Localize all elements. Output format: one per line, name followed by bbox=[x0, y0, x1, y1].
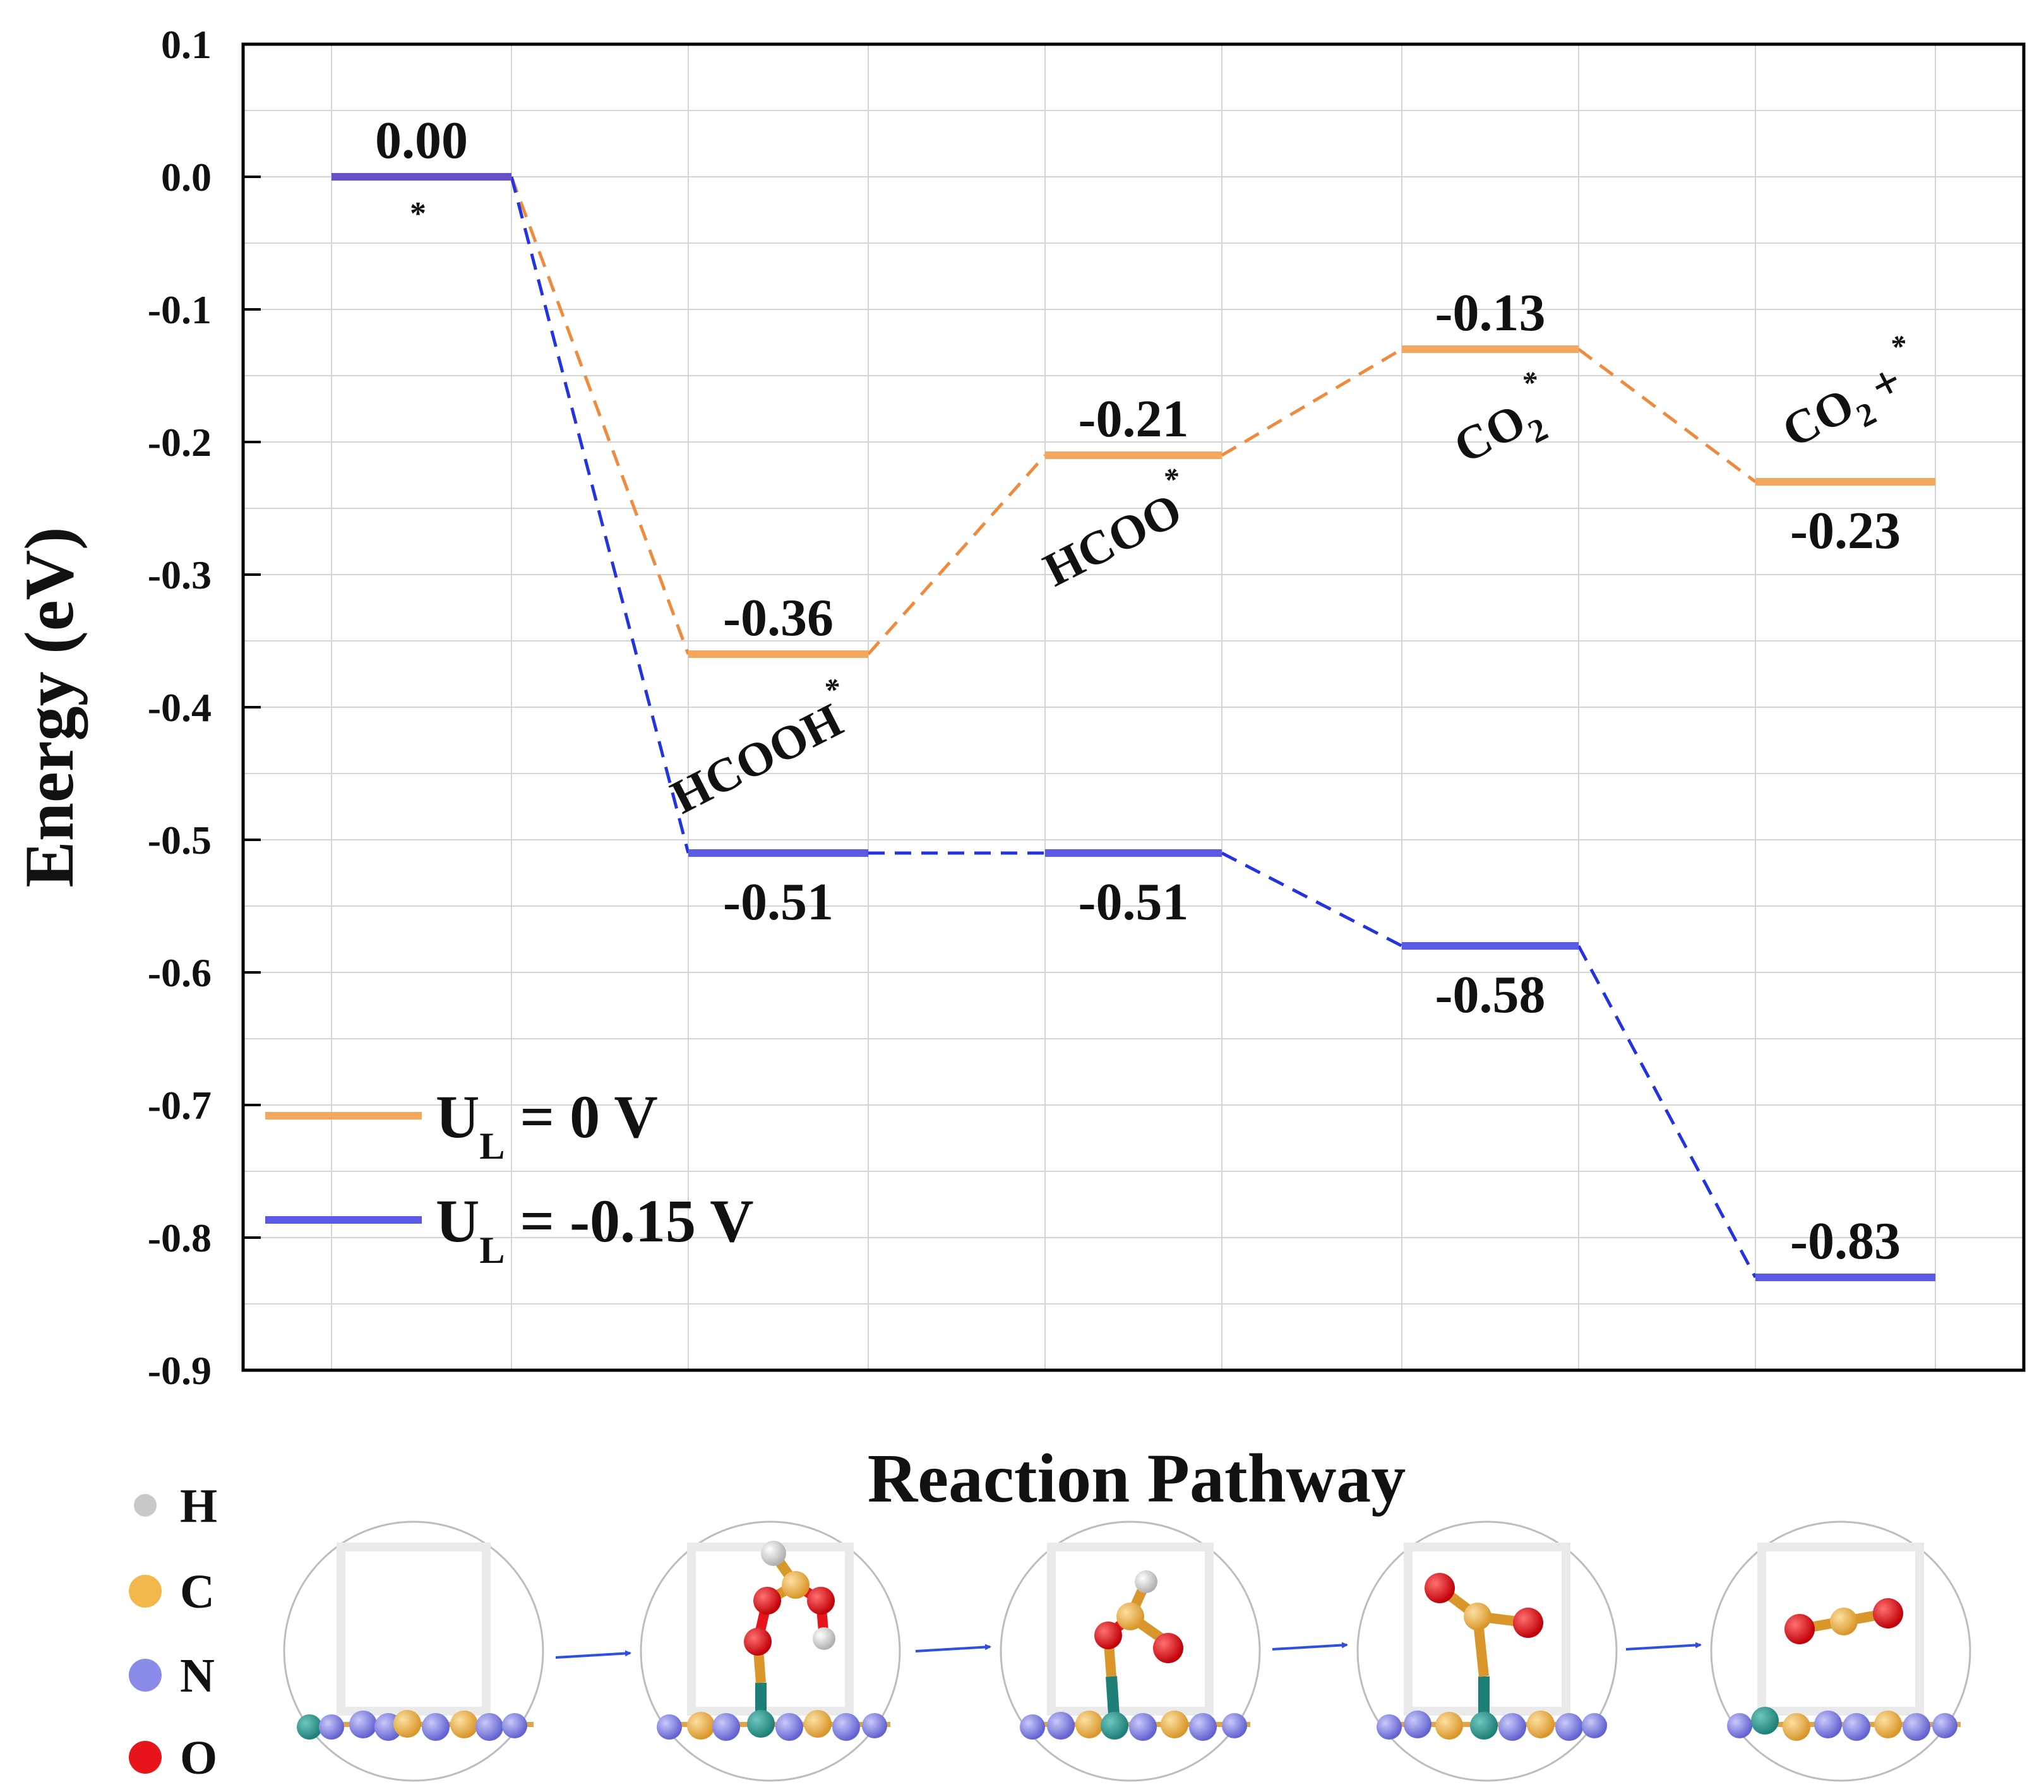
value-labels: 0.00 -0.36 -0.21 -0.13 -0.23 -0.51 -0.51 -0.58 -… bbox=[375, 111, 1901, 1270]
substrate-sheet bbox=[297, 1710, 534, 1741]
substrate-sheet bbox=[1727, 1707, 1961, 1741]
arrow-3 bbox=[1272, 1642, 1348, 1651]
adsorbate-hcoo bbox=[1094, 1570, 1183, 1724]
connector-ul-0v-0 bbox=[510, 176, 690, 655]
element-key-label-n: N bbox=[180, 1649, 215, 1702]
grid-lines bbox=[243, 44, 2024, 1370]
substrate-sheet bbox=[1020, 1711, 1250, 1741]
connector-ul-neg015v-0 bbox=[510, 176, 690, 854]
y-axis-ticks: 0.1 0.0 -0.1 -0.2 -0.3 -0.4 -0.5 -0.6 -0.7 -0.8 -0… bbox=[148, 22, 261, 1393]
structure-hcooh bbox=[640, 1520, 901, 1782]
value-label-ul-0v-4: -0.23 bbox=[1790, 501, 1901, 560]
connector-ul-0v-2 bbox=[1221, 347, 1403, 457]
element-key-label-h: H bbox=[180, 1479, 217, 1532]
y-axis-title: Energy (eV) bbox=[11, 527, 88, 887]
value-label-ul-0v-2: -0.21 bbox=[1079, 390, 1189, 448]
y-tick-label: -0.5 bbox=[148, 818, 212, 863]
species-label-2: HCOO* bbox=[1027, 460, 1204, 597]
connector-ul-0v-3 bbox=[1577, 348, 1757, 483]
connector-ul-neg015v-2 bbox=[1221, 851, 1403, 948]
arrow-4 bbox=[1625, 1642, 1702, 1651]
connectors bbox=[510, 176, 1757, 1279]
legend: UL = 0 V UL = -0.15 V bbox=[265, 1083, 754, 1271]
structure-bare-site bbox=[283, 1520, 544, 1782]
y-tick-label: -0.8 bbox=[148, 1216, 212, 1260]
value-label-ul-neg015v-2: -0.51 bbox=[1079, 873, 1189, 931]
connector-ul-neg015v-3 bbox=[1577, 945, 1757, 1279]
element-key-dot-n bbox=[129, 1659, 162, 1692]
species-labels: * HCOOH* HCOO* CO2* CO2+* bbox=[410, 196, 1937, 824]
substrate-sheet bbox=[1377, 1711, 1607, 1741]
y-tick-label: -0.6 bbox=[148, 950, 212, 995]
value-label-ul-0v-0: 0.00 bbox=[375, 111, 468, 170]
substrate-sheet bbox=[657, 1710, 890, 1741]
legend-label-1: UL = -0.15 V bbox=[436, 1187, 754, 1271]
x-axis-title: Reaction Pathway bbox=[868, 1440, 1406, 1517]
adsorbate-co2 bbox=[1425, 1573, 1543, 1724]
arrow-2 bbox=[915, 1644, 991, 1652]
y-tick-label: -0.4 bbox=[148, 685, 212, 730]
y-tick-label: -0.1 bbox=[148, 287, 212, 332]
y-tick-label: -0.7 bbox=[148, 1083, 212, 1128]
element-key-dot-o bbox=[129, 1741, 162, 1774]
value-label-ul-neg015v-4: -0.83 bbox=[1790, 1212, 1901, 1270]
adsorbate-hcooh bbox=[744, 1541, 835, 1724]
value-label-ul-neg015v-3: -0.58 bbox=[1435, 965, 1546, 1024]
arrow-1 bbox=[555, 1650, 631, 1659]
species-label-4: CO2+* bbox=[1766, 328, 1937, 468]
y-tick-label: -0.2 bbox=[148, 420, 212, 465]
free-co2-molecule bbox=[1784, 1598, 1903, 1644]
element-key-label-c: C bbox=[180, 1565, 215, 1618]
connector-ul-0v-1 bbox=[867, 454, 1046, 655]
species-label-3: CO2* bbox=[1438, 364, 1568, 483]
legend-label-0: UL = 0 V bbox=[436, 1083, 658, 1167]
value-label-ul-0v-3: -0.13 bbox=[1435, 284, 1546, 342]
species-label-1: HCOOH* bbox=[655, 671, 865, 824]
species-label-0: * bbox=[410, 196, 426, 232]
energy-levels bbox=[332, 173, 1935, 1281]
element-key-dot-h bbox=[134, 1494, 157, 1517]
y-tick-label: 0.0 bbox=[161, 155, 212, 200]
value-label-ul-neg015v-1: -0.51 bbox=[723, 873, 834, 931]
element-key-dot-c bbox=[129, 1575, 162, 1608]
y-tick-label: -0.9 bbox=[148, 1348, 212, 1393]
y-tick-label: 0.1 bbox=[161, 22, 212, 67]
value-label-ul-0v-1: -0.36 bbox=[723, 588, 834, 647]
element-key-label-o: O bbox=[180, 1731, 217, 1784]
structure-co2-adsorbed bbox=[1356, 1520, 1618, 1782]
y-tick-label: -0.3 bbox=[148, 553, 212, 597]
structure-hcoo bbox=[1000, 1520, 1261, 1782]
structure-co2-desorbed bbox=[1710, 1520, 1971, 1782]
structure-illustrations bbox=[283, 1520, 1971, 1782]
